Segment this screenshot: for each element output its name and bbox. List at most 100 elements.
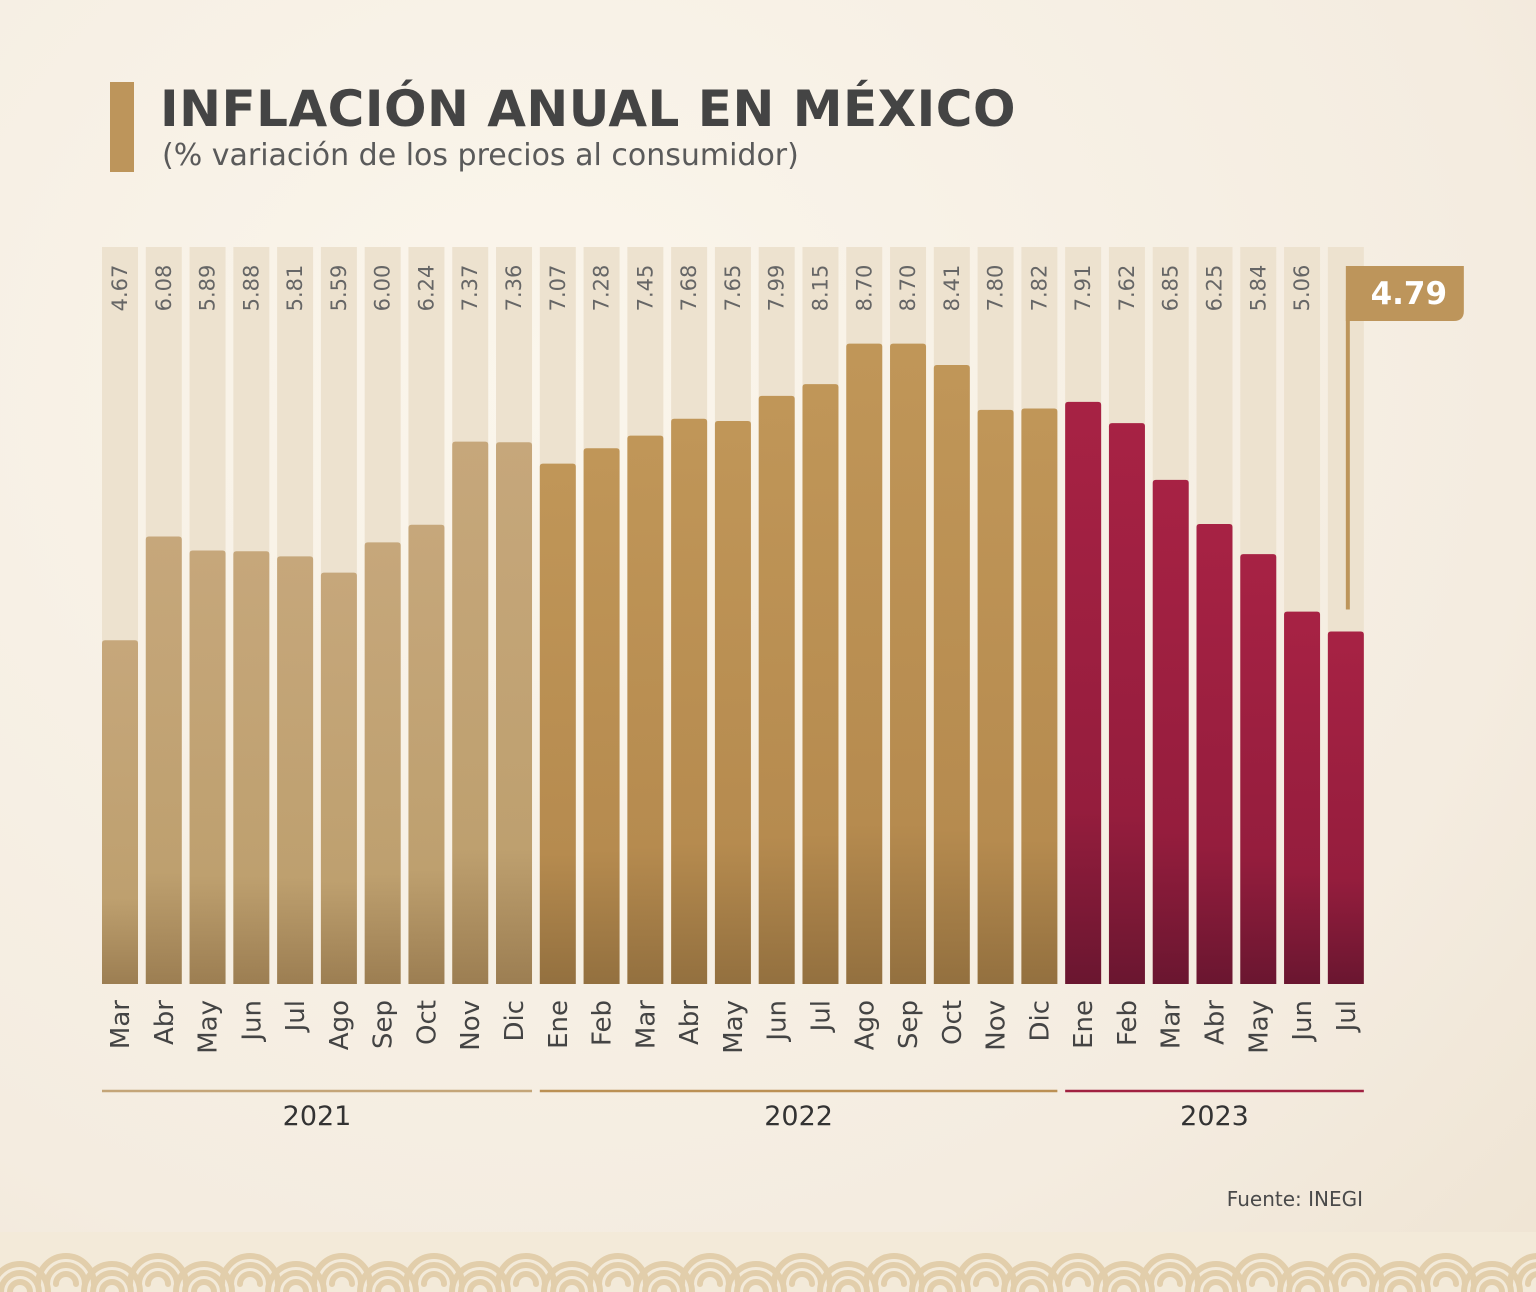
value-label: 7.65 bbox=[721, 265, 745, 312]
highlight-callout: 4.79 bbox=[1345, 266, 1464, 610]
value-label: 5.59 bbox=[327, 265, 351, 312]
value-label: 7.80 bbox=[984, 265, 1008, 312]
month-label: Ene bbox=[1069, 1000, 1099, 1049]
bar bbox=[714, 420, 751, 985]
callout-box bbox=[1345, 266, 1464, 321]
month-label: Abr bbox=[150, 1000, 180, 1045]
bar bbox=[758, 395, 795, 984]
pattern-arc bbox=[1019, 1279, 1045, 1292]
value-label: 7.62 bbox=[1115, 265, 1139, 312]
bar bbox=[1196, 524, 1233, 984]
pattern-arc bbox=[1332, 1262, 1376, 1287]
value-label: 6.24 bbox=[414, 265, 438, 312]
title-accent-bar bbox=[110, 82, 134, 172]
bar bbox=[1065, 401, 1102, 985]
pattern-arc bbox=[1249, 1271, 1275, 1287]
value-label: 5.06 bbox=[1290, 265, 1314, 312]
pattern-arc bbox=[1433, 1271, 1459, 1287]
bar bbox=[364, 542, 401, 984]
month-label: Sep bbox=[369, 1000, 399, 1049]
chart-subtitle: (% variación de los precios al consumido… bbox=[162, 138, 799, 173]
bar bbox=[802, 384, 839, 984]
value-labels: 4.67 6.08 5.89 5.88 5.81 5.59 6.00 6.24 7.37 7.36… bbox=[108, 265, 1314, 312]
month-label: Nov bbox=[982, 1000, 1012, 1051]
bar bbox=[846, 343, 883, 984]
month-label: Jun bbox=[237, 1000, 267, 1043]
month-label: Mar bbox=[106, 1000, 136, 1049]
month-label: Abr bbox=[1201, 1000, 1231, 1045]
value-label: 7.37 bbox=[458, 265, 482, 312]
pattern-arc bbox=[283, 1279, 309, 1292]
pattern-arc bbox=[237, 1271, 263, 1287]
year-groups: 2021 2022 2023 bbox=[102, 1089, 1364, 1132]
pattern-arc bbox=[513, 1271, 539, 1287]
pattern-arc bbox=[191, 1279, 217, 1292]
value-label: 7.45 bbox=[633, 265, 657, 312]
pattern-arc bbox=[605, 1271, 631, 1287]
pattern-arc bbox=[7, 1279, 33, 1292]
bar bbox=[320, 572, 357, 984]
pattern-arc bbox=[1424, 1262, 1468, 1287]
callout-value-label: 4.79 bbox=[1371, 276, 1448, 312]
bar bbox=[496, 442, 533, 985]
chart-title: INFLACIÓN ANUAL EN MÉXICO bbox=[160, 80, 1016, 138]
bar bbox=[277, 556, 314, 984]
pattern-arc bbox=[973, 1271, 999, 1287]
bar bbox=[671, 418, 708, 984]
month-labels: Mar Abr May Jun Jul Ago Sep Oct Nov Dic Ene Feb Mar A… bbox=[106, 1000, 1362, 1054]
value-label: 7.07 bbox=[546, 265, 570, 312]
month-label: Dic bbox=[500, 1000, 530, 1042]
bar bbox=[408, 524, 445, 984]
value-label: 8.70 bbox=[852, 265, 876, 312]
pattern-arc bbox=[1056, 1262, 1100, 1287]
pattern-arc bbox=[1203, 1279, 1229, 1292]
month-label: Sep bbox=[894, 1000, 924, 1049]
value-label: 5.88 bbox=[239, 265, 263, 312]
pattern-arc bbox=[1065, 1271, 1091, 1287]
month-label: Feb bbox=[588, 1000, 618, 1046]
value-label: 8.15 bbox=[808, 265, 832, 312]
bar bbox=[583, 448, 620, 984]
bar bbox=[102, 640, 138, 984]
pattern-arc bbox=[1341, 1271, 1367, 1287]
pattern-arc bbox=[375, 1279, 401, 1292]
month-label: Feb bbox=[1113, 1000, 1143, 1046]
month-label: Nov bbox=[456, 1000, 486, 1051]
year-label: 2023 bbox=[1180, 1101, 1249, 1132]
value-label: 6.25 bbox=[1203, 265, 1227, 312]
month-label: Ago bbox=[850, 1000, 880, 1050]
month-label: Abr bbox=[675, 1000, 705, 1045]
pattern-arc bbox=[596, 1262, 640, 1287]
pattern-arc bbox=[1157, 1271, 1183, 1287]
month-label: Oct bbox=[412, 1000, 442, 1045]
bar bbox=[233, 551, 270, 984]
pattern-arc bbox=[99, 1279, 125, 1292]
bar bbox=[539, 463, 576, 984]
month-label: May bbox=[719, 1000, 749, 1054]
bar bbox=[452, 441, 489, 984]
pattern-arc bbox=[1525, 1271, 1536, 1287]
value-label: 7.99 bbox=[765, 265, 789, 312]
pattern-arc bbox=[504, 1262, 548, 1287]
pattern-arc bbox=[228, 1262, 272, 1287]
month-label: Jun bbox=[763, 1000, 793, 1043]
pattern-arc bbox=[559, 1279, 585, 1292]
month-label: Mar bbox=[631, 1000, 661, 1049]
bar bbox=[1327, 631, 1364, 984]
value-label: 7.28 bbox=[590, 265, 614, 312]
pattern-arc bbox=[467, 1279, 493, 1292]
month-label: Ago bbox=[325, 1000, 355, 1050]
pattern-arc bbox=[320, 1262, 364, 1287]
bar bbox=[1108, 423, 1145, 985]
bar bbox=[1021, 408, 1058, 984]
pattern-arc bbox=[1111, 1279, 1137, 1292]
bar bbox=[627, 435, 664, 984]
bar bbox=[1152, 479, 1189, 984]
month-label: May bbox=[194, 1000, 224, 1054]
pattern-arc bbox=[872, 1262, 916, 1287]
value-label: 5.89 bbox=[196, 265, 220, 312]
month-label: May bbox=[1244, 1000, 1274, 1054]
value-label: 5.81 bbox=[283, 265, 307, 312]
bar bbox=[145, 536, 182, 984]
pattern-arc bbox=[651, 1279, 677, 1292]
